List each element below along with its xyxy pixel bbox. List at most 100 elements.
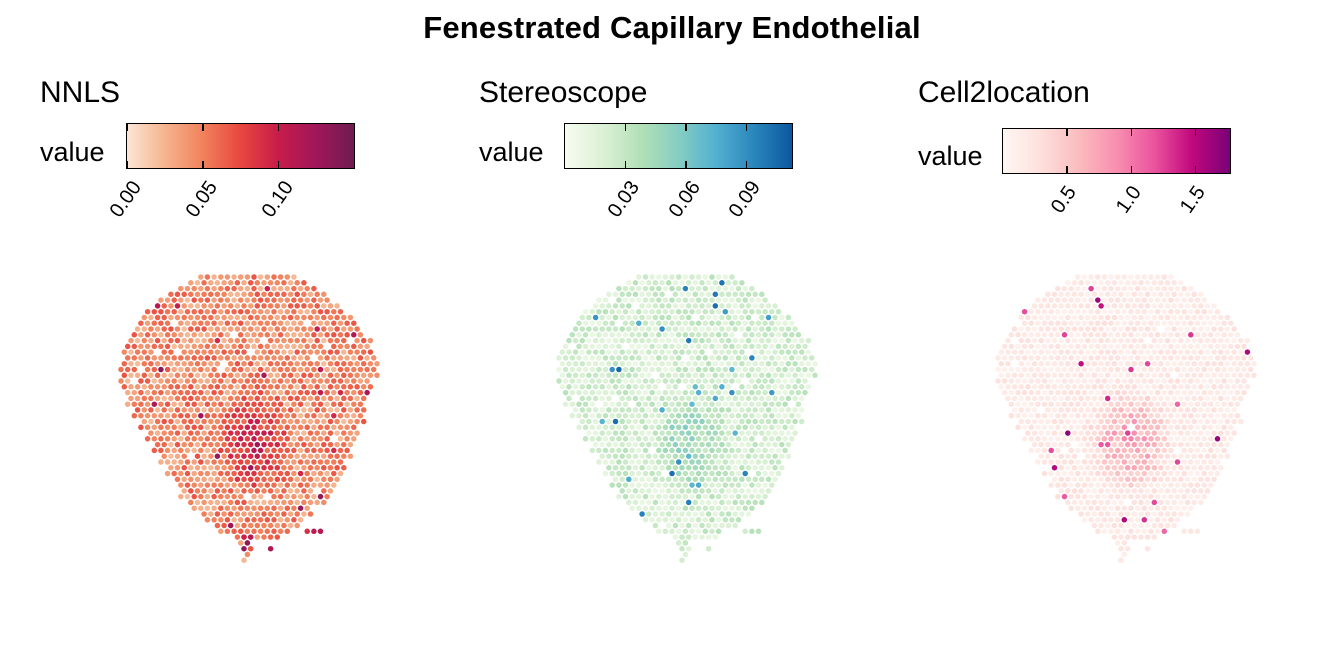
spot (1201, 308, 1207, 315)
spot (1154, 436, 1161, 442)
spot (755, 528, 762, 535)
spot (191, 389, 197, 396)
spot (241, 522, 247, 529)
spot (1148, 297, 1154, 303)
spot (649, 308, 655, 315)
spot (709, 528, 715, 535)
spot (218, 389, 224, 396)
spot (1118, 337, 1124, 344)
spot (264, 447, 271, 454)
spot (1134, 308, 1141, 315)
spot (168, 418, 174, 425)
spot (234, 280, 241, 286)
spot (1204, 476, 1211, 483)
spot (722, 285, 729, 292)
spot (715, 517, 722, 523)
spot (224, 343, 231, 350)
spot (705, 499, 712, 506)
spot (685, 280, 692, 286)
spot (715, 297, 722, 303)
spot (715, 332, 722, 338)
spot (1021, 378, 1028, 384)
spot (234, 326, 241, 332)
spot (659, 407, 665, 413)
spot (1095, 447, 1101, 454)
spot (752, 372, 758, 379)
spot (762, 355, 768, 361)
spot (579, 395, 586, 402)
spot (161, 360, 167, 367)
spot (672, 407, 679, 413)
spot (1111, 430, 1118, 436)
spot (739, 314, 745, 321)
spot (626, 314, 632, 321)
spot (201, 441, 207, 448)
spot (1128, 378, 1134, 384)
spot (785, 314, 792, 321)
spot (682, 470, 689, 477)
spot (642, 332, 649, 338)
spot (1164, 326, 1171, 332)
spot (194, 488, 201, 494)
spot (1121, 332, 1128, 338)
spot (712, 349, 719, 355)
spot (261, 291, 267, 298)
spot (609, 482, 615, 488)
spot (1088, 297, 1094, 303)
spot (579, 326, 586, 332)
spot (1184, 464, 1191, 471)
spot (626, 372, 632, 379)
spot (662, 366, 669, 373)
spot (1085, 511, 1091, 517)
spot (1088, 401, 1094, 407)
spot (719, 360, 725, 367)
spot (1081, 482, 1088, 488)
spot (261, 522, 267, 529)
spot (702, 436, 709, 442)
spot (642, 274, 649, 280)
spot (1121, 459, 1128, 465)
spot (244, 424, 251, 431)
spot (151, 424, 158, 431)
spot (769, 412, 775, 419)
spot (1158, 464, 1164, 471)
spot (274, 349, 281, 355)
spot (1134, 447, 1141, 454)
spot (184, 366, 191, 373)
spot (679, 314, 685, 321)
spot (709, 505, 715, 511)
spot (1181, 320, 1187, 326)
spot (1121, 424, 1128, 431)
spot (1018, 326, 1025, 332)
spot (725, 407, 732, 413)
spot (632, 407, 639, 413)
spot (1051, 360, 1058, 367)
spot (1048, 320, 1054, 326)
spot (1095, 412, 1101, 419)
spot (1141, 528, 1148, 535)
spot (214, 372, 221, 379)
spot (1178, 453, 1184, 459)
spot (759, 326, 765, 332)
spot (1108, 459, 1114, 465)
spot (1201, 470, 1207, 477)
spot (1134, 459, 1141, 465)
spot (798, 384, 805, 390)
spot (609, 459, 615, 465)
spot (244, 551, 251, 558)
spot (732, 337, 738, 344)
spot (699, 280, 705, 286)
spot (191, 366, 197, 373)
spot (1184, 360, 1191, 367)
spot (1081, 436, 1088, 442)
spot (735, 320, 742, 326)
spot (1095, 355, 1101, 361)
spot (244, 436, 251, 442)
spot (1211, 372, 1217, 379)
spot (629, 297, 635, 303)
spot (224, 378, 231, 384)
spot (646, 395, 652, 402)
spot (1128, 493, 1134, 500)
spot (1118, 303, 1124, 309)
spot (749, 297, 755, 303)
